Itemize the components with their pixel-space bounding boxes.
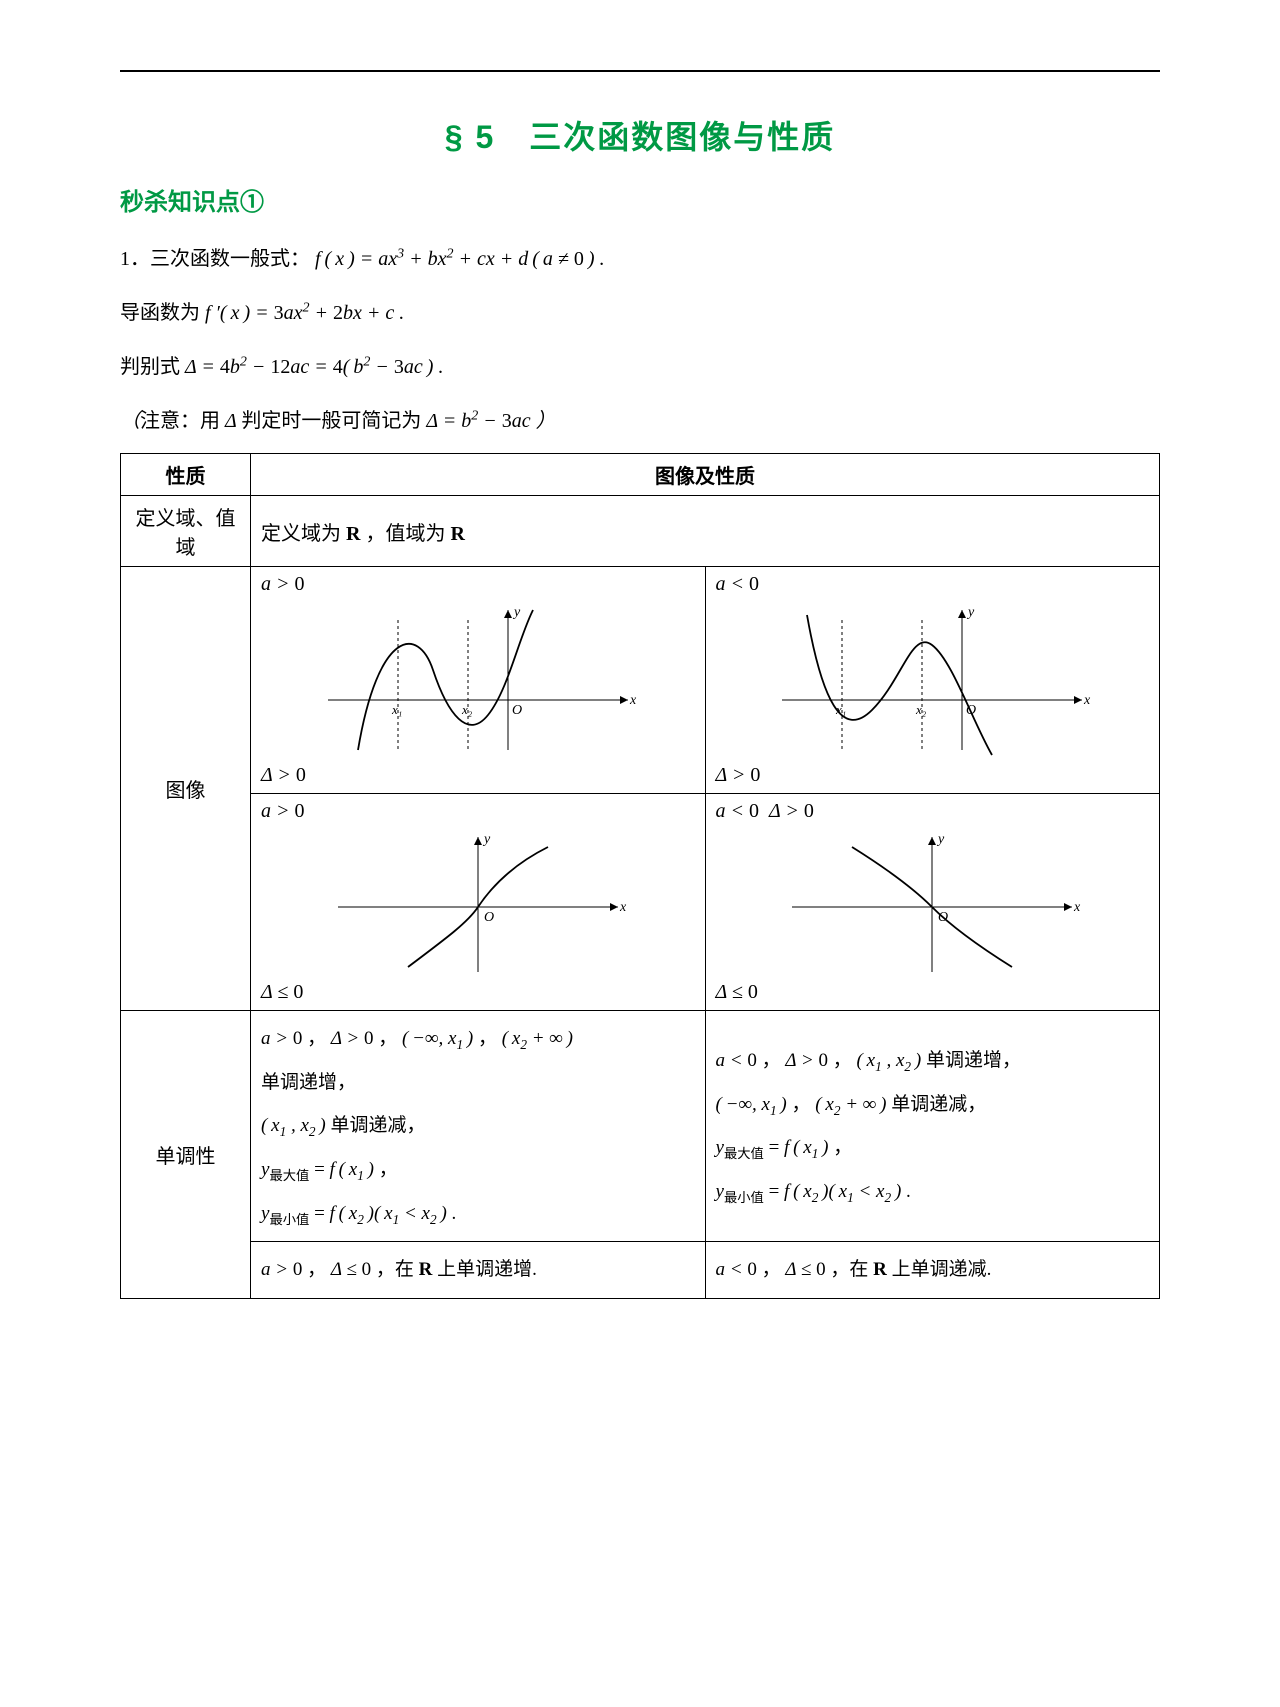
svg-text:y: y (482, 832, 491, 847)
cell-domain-val: 定义域为 R ，值域为 R (251, 496, 1160, 567)
mono-tl-line4: y最大值 = f ( x1 ) ， (261, 1148, 695, 1192)
mono-tl-line5: y最小值 = f ( x2 )( x1 < x2 ) . (261, 1192, 695, 1236)
para3-formula: Δ = 4b2 − 12ac = 4( b2 − 3ac ) . (185, 356, 443, 378)
cell-graph-aneg-dle0: a < 0 Δ > 0 x y O Δ ≤ 0 (705, 794, 1160, 1011)
graph-svg-wrap-1: x y O x₁ x₂ (261, 600, 695, 760)
graph-cubic-apos-dpos: x y O x₁ x₂ (318, 600, 638, 760)
svg-text:x₂: x₂ (461, 702, 473, 717)
cell-graph-prop: 图像 (121, 567, 251, 1011)
svg-text:x: x (1083, 693, 1091, 708)
para3-prefix: 判别式 (120, 356, 185, 378)
label-d-le0-2: Δ ≤ 0 (716, 981, 1150, 1004)
svg-text:O: O (512, 703, 522, 718)
table-header-row: 性质 图像及性质 (121, 454, 1160, 496)
mono-tl-line1: a > 0 ， Δ > 0 ， ( −∞, x1 ) ， ( x2 + ∞ ) (261, 1017, 695, 1061)
label-a-pos-2: a > 0 (261, 800, 695, 823)
page: § 5 三次函数图像与性质 秒杀知识点① 1．三次函数一般式： f ( x ) … (0, 0, 1280, 1707)
mono-tl-line2: 单调递增， (261, 1061, 695, 1105)
para1-formula: f ( x ) = ax3 + bx2 + cx + d ( a ≠ 0 ) . (315, 248, 605, 270)
paragraph-general-form: 1．三次函数一般式： f ( x ) = ax3 + bx2 + cx + d … (120, 237, 1160, 281)
svg-text:y: y (512, 605, 521, 620)
paragraph-derivative: 导函数为 f ′( x ) = 3ax2 + 2bx + c . (120, 291, 1160, 335)
label-a-pos-1: a > 0 (261, 573, 695, 596)
mono-tl-line3: ( x1 , x2 ) 单调递减， (261, 1104, 695, 1148)
cell-graph-apos-dle0: a > 0 x y O Δ ≤ 0 (251, 794, 706, 1011)
cell-graph-apos-dpos: a > 0 x y O x₁ x₂ (251, 567, 706, 794)
page-title: § 5 三次函数图像与性质 (120, 112, 1160, 158)
graph-cubic-aneg-dle0: x y O (772, 827, 1092, 977)
label-d-le0-1: Δ ≤ 0 (261, 981, 695, 1004)
label-a-neg-dpos: a < 0 Δ > 0 (716, 800, 1150, 823)
paragraph-discriminant: 判别式 Δ = 4b2 − 12ac = 4( b2 − 3ac ) . (120, 345, 1160, 389)
cell-mono-bl: a > 0 ， Δ ≤ 0 ，在 R 上单调递增. (251, 1242, 706, 1299)
cell-mono-prop: 单调性 (121, 1011, 251, 1299)
section-heading: 秒杀知识点① (120, 182, 1160, 217)
header-property: 性质 (121, 454, 251, 496)
svg-text:y: y (966, 605, 975, 620)
graph-svg-wrap-2: x y O x₁ x₂ (716, 600, 1150, 760)
table-row-graph-bottom: a > 0 x y O Δ ≤ 0 a < (121, 794, 1160, 1011)
para2-formula: f ′( x ) = 3ax2 + 2bx + c . (205, 302, 404, 324)
graph-svg-wrap-3: x y O (261, 827, 695, 977)
cell-mono-tr: a < 0 ， Δ > 0 ， ( x1 , x2 ) 单调递增， ( −∞, … (705, 1011, 1160, 1242)
properties-table: 性质 图像及性质 定义域、值域 定义域为 R ，值域为 R 图像 a > 0 (120, 453, 1160, 1299)
table-row-domain: 定义域、值域 定义域为 R ，值域为 R (121, 496, 1160, 567)
label-d-pos-1: Δ > 0 (261, 764, 695, 787)
svg-text:x: x (619, 900, 627, 915)
top-horizontal-rule (120, 70, 1160, 72)
para2-prefix: 导函数为 (120, 302, 205, 324)
mono-tr-line3: y最大值 = f ( x1 ) ， (716, 1126, 1150, 1170)
header-graph: 图像及性质 (251, 454, 1160, 496)
svg-text:x₂: x₂ (915, 702, 927, 717)
svg-text:x: x (1073, 900, 1081, 915)
paragraph-note: （注意：用 Δ 判定时一般可简记为 Δ = b2 − 3ac ） (120, 399, 1160, 443)
svg-text:x₁: x₁ (391, 702, 402, 717)
table-row-monotone-main: 单调性 a > 0 ， Δ > 0 ， ( −∞, x1 ) ， ( x2 + … (121, 1011, 1160, 1242)
table-row-graph-top: 图像 a > 0 x y O x₁ (121, 567, 1160, 794)
cell-mono-tl: a > 0 ， Δ > 0 ， ( −∞, x1 ) ， ( x2 + ∞ ) … (251, 1011, 706, 1242)
mono-tr-line2: ( −∞, x1 ) ， ( x2 + ∞ ) 单调递减， (716, 1083, 1150, 1127)
mono-tr-line1: a < 0 ， Δ > 0 ， ( x1 , x2 ) 单调递增， (716, 1039, 1150, 1083)
svg-text:O: O (484, 910, 494, 925)
table-row-monotone-simple: a > 0 ， Δ ≤ 0 ，在 R 上单调递增. a < 0 ， Δ ≤ 0 … (121, 1242, 1160, 1299)
svg-text:x: x (629, 693, 637, 708)
para1-prefix: 1．三次函数一般式： (120, 248, 310, 270)
mono-tr-line4: y最小值 = f ( x2 )( x1 < x2 ) . (716, 1170, 1150, 1214)
cell-graph-aneg-dpos: a < 0 x y O x₁ x₂ (705, 567, 1160, 794)
label-d-pos-2: Δ > 0 (716, 764, 1150, 787)
graph-cubic-aneg-dpos: x y O x₁ x₂ (772, 600, 1092, 760)
graph-cubic-apos-dle0: x y O (318, 827, 638, 977)
cell-mono-br: a < 0 ， Δ ≤ 0 ，在 R 上单调递减. (705, 1242, 1160, 1299)
cell-domain-prop: 定义域、值域 (121, 496, 251, 567)
graph-svg-wrap-4: x y O (716, 827, 1150, 977)
svg-text:y: y (936, 832, 945, 847)
label-a-neg-1: a < 0 (716, 573, 1150, 596)
